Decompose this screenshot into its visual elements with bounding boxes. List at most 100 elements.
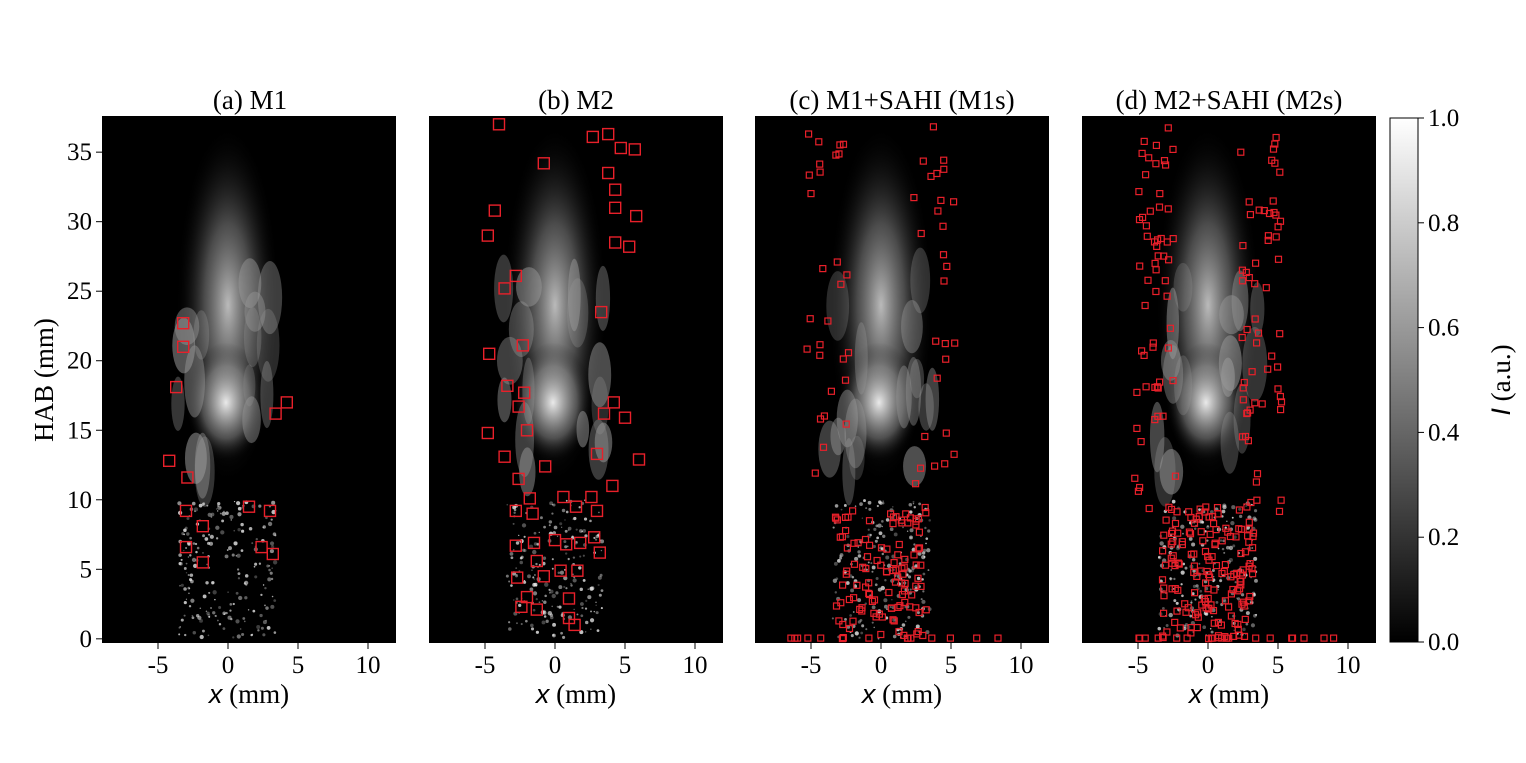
plume-lobe bbox=[1162, 345, 1184, 404]
detection-box bbox=[1241, 615, 1249, 624]
particle bbox=[525, 619, 528, 623]
particle bbox=[881, 552, 885, 556]
detection-box bbox=[509, 539, 522, 552]
detection-box bbox=[1152, 141, 1161, 149]
particle bbox=[183, 549, 185, 552]
y-tick-label: 5 bbox=[80, 556, 93, 583]
detection-box bbox=[1238, 277, 1247, 285]
particle bbox=[224, 554, 229, 559]
detection-box bbox=[901, 555, 909, 564]
detection-box bbox=[523, 492, 536, 505]
particle bbox=[533, 582, 538, 587]
plume-lobe bbox=[844, 398, 867, 469]
particle bbox=[564, 519, 566, 521]
detection-box bbox=[515, 600, 528, 613]
particle bbox=[274, 534, 277, 537]
particle bbox=[873, 626, 875, 629]
particle bbox=[564, 552, 568, 555]
detection-box bbox=[951, 339, 959, 347]
particle bbox=[1198, 562, 1201, 565]
detection-box bbox=[1142, 383, 1150, 391]
detection-box bbox=[1144, 276, 1152, 284]
particle bbox=[867, 528, 870, 531]
particle bbox=[572, 556, 576, 559]
detection-box bbox=[1217, 621, 1226, 629]
particle bbox=[510, 584, 513, 587]
particle bbox=[889, 508, 894, 513]
particle bbox=[840, 508, 843, 511]
detection-box bbox=[1229, 585, 1237, 594]
particle bbox=[1226, 520, 1228, 522]
particle bbox=[598, 593, 602, 597]
detection-box bbox=[585, 490, 598, 504]
particle bbox=[551, 512, 554, 515]
particle bbox=[259, 613, 263, 618]
particle bbox=[551, 503, 554, 506]
detection-box bbox=[1225, 634, 1233, 642]
particle bbox=[529, 587, 534, 592]
panel-b: (b) M2 -5 0 5 10 x (mm) bbox=[429, 85, 723, 709]
particle bbox=[191, 501, 196, 506]
detection-box bbox=[1271, 140, 1279, 148]
detection-box bbox=[196, 556, 210, 569]
particle bbox=[205, 581, 209, 585]
y-tick-labels: 0 5 10 15 20 25 30 35 bbox=[67, 139, 102, 653]
particle bbox=[183, 567, 187, 570]
particle bbox=[189, 554, 192, 557]
particle bbox=[920, 598, 923, 601]
detection-box bbox=[1227, 612, 1236, 620]
particle bbox=[178, 633, 181, 636]
detection-box bbox=[816, 341, 824, 349]
particle bbox=[1253, 517, 1258, 522]
particle bbox=[1221, 547, 1225, 551]
plume-core bbox=[839, 342, 919, 463]
particle bbox=[921, 555, 926, 560]
particle bbox=[537, 544, 539, 546]
panel-title: (c) M1+SAHI (M1s) bbox=[789, 85, 1014, 115]
particle bbox=[233, 500, 236, 503]
particle bbox=[845, 581, 850, 585]
detection-box bbox=[833, 516, 842, 524]
y-axis-label: HAB (mm) bbox=[29, 318, 59, 442]
particle bbox=[199, 618, 203, 623]
detection-box bbox=[1221, 560, 1230, 569]
particle bbox=[834, 504, 839, 508]
detection-box bbox=[1195, 512, 1203, 521]
particle bbox=[924, 526, 927, 530]
particle bbox=[567, 526, 572, 531]
particle bbox=[260, 626, 264, 630]
particle bbox=[865, 628, 868, 631]
particle bbox=[205, 610, 208, 613]
detection-box bbox=[1272, 233, 1280, 241]
detection-box bbox=[632, 453, 646, 466]
plume-lobe bbox=[925, 367, 940, 431]
detection-box bbox=[1253, 496, 1261, 504]
detection-box bbox=[865, 517, 874, 525]
detection-box bbox=[937, 196, 945, 204]
plume-lobe bbox=[1159, 448, 1184, 495]
detection-box bbox=[841, 513, 850, 522]
y-tick-label: 20 bbox=[67, 348, 92, 375]
detection-box bbox=[849, 594, 858, 602]
particle bbox=[926, 548, 931, 553]
detection-box bbox=[1169, 552, 1177, 560]
particle bbox=[195, 613, 200, 618]
particle bbox=[1250, 623, 1256, 628]
detection-box bbox=[894, 603, 902, 612]
particle bbox=[1171, 499, 1176, 504]
detection-box bbox=[1137, 438, 1145, 446]
particle bbox=[553, 525, 558, 530]
detection-box bbox=[1226, 532, 1235, 541]
detection-box bbox=[1190, 568, 1198, 577]
detection-box bbox=[1151, 259, 1159, 267]
particle bbox=[883, 598, 888, 603]
particle bbox=[215, 525, 220, 530]
detection-box bbox=[1176, 624, 1184, 632]
detection-box bbox=[1243, 503, 1251, 511]
particle bbox=[1217, 588, 1220, 591]
particle bbox=[273, 631, 277, 634]
particle bbox=[548, 520, 553, 524]
particle bbox=[542, 609, 546, 613]
detection-box bbox=[912, 561, 920, 569]
particle bbox=[1157, 556, 1161, 559]
